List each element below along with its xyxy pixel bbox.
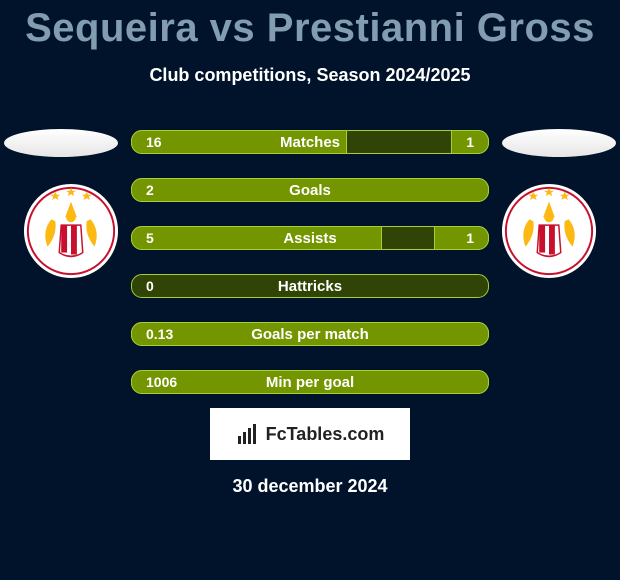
stat-bar-right [434, 226, 489, 250]
club-crest-right [500, 182, 598, 280]
stat-label: Matches [280, 134, 340, 151]
snapshot-date: 30 december 2024 [0, 476, 620, 497]
stat-left-value: 5 [146, 230, 154, 246]
stat-left-value: 16 [146, 134, 162, 150]
stat-label: Goals per match [251, 326, 369, 343]
stat-row: 0.13 Goals per match [131, 322, 489, 346]
stat-label: Hattricks [278, 278, 342, 295]
page-subtitle: Club competitions, Season 2024/2025 [0, 65, 620, 86]
stat-row: 0 Hattricks [131, 274, 489, 298]
stat-row: 1006 Min per goal [131, 370, 489, 394]
stat-label: Goals [289, 182, 331, 199]
benfica-crest-icon [500, 182, 598, 280]
bar-chart-icon [236, 422, 260, 446]
comparison-card: Sequeira vs Prestianni Gross Club compet… [0, 6, 620, 580]
stat-left-value: 0 [146, 278, 154, 294]
stat-label: Min per goal [266, 374, 354, 391]
stat-left-value: 0.13 [146, 326, 173, 342]
page-title: Sequeira vs Prestianni Gross [0, 6, 620, 51]
branding-text: FcTables.com [266, 424, 385, 445]
stat-left-value: 2 [146, 182, 154, 198]
player-left-avatar [4, 129, 118, 157]
stat-right-value: 1 [466, 134, 474, 150]
player-right-avatar [502, 129, 616, 157]
stat-right-value: 1 [466, 230, 474, 246]
stat-row: 5 Assists 1 [131, 226, 489, 250]
stat-left-value: 1006 [146, 374, 177, 390]
club-crest-left [22, 182, 120, 280]
branding-badge: FcTables.com [210, 408, 410, 460]
stat-row: 2 Goals [131, 178, 489, 202]
stat-label: Assists [283, 230, 336, 247]
benfica-crest-icon [22, 182, 120, 280]
stat-row: 16 Matches 1 [131, 130, 489, 154]
stat-bar-left [131, 226, 382, 250]
